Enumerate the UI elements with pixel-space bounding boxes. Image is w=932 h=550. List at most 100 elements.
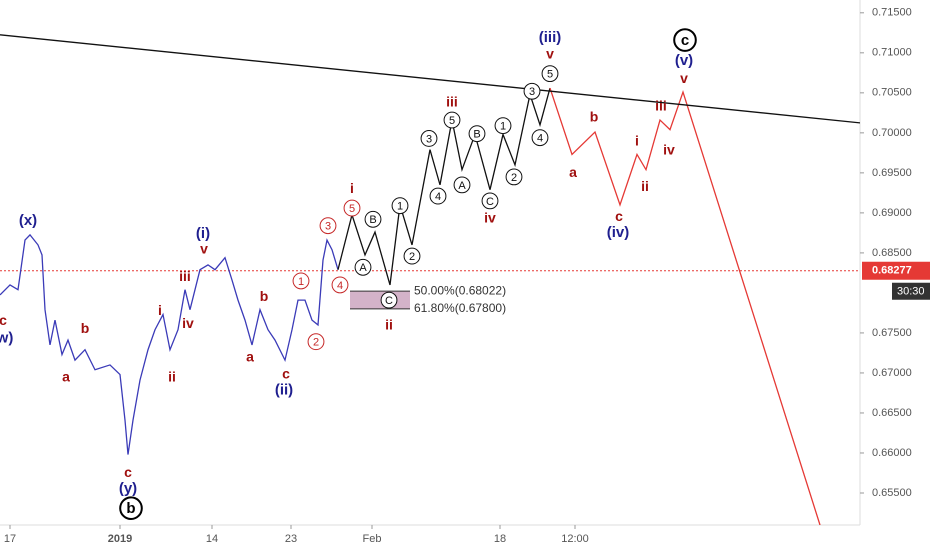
wave-label: (y) — [119, 480, 137, 497]
wave-circle — [364, 210, 382, 228]
wave-label: (iii) — [539, 29, 562, 46]
wave-label: i — [158, 302, 162, 318]
wave-label: (v) — [675, 52, 693, 69]
y-tick-label: 0.65500 — [872, 487, 912, 499]
y-tick-label: 0.66500 — [872, 407, 912, 419]
price-line — [0, 233, 339, 455]
wave-label: 2 — [313, 337, 319, 349]
wave-circle — [523, 82, 541, 100]
wave-circle — [380, 291, 398, 309]
wave-circle — [481, 192, 499, 210]
wave-label: v — [546, 45, 554, 61]
y-tick-label: 0.68500 — [872, 247, 912, 259]
wave-circle — [391, 197, 409, 215]
wave-label: iv — [484, 209, 496, 225]
wave-label: 4 — [435, 191, 441, 203]
current-price-label: 0.68277 — [872, 265, 912, 277]
wave-label: (iv) — [607, 224, 630, 241]
wave-circle — [354, 258, 372, 276]
wave-label: 4 — [337, 280, 343, 292]
y-tick-label: 0.69000 — [872, 207, 912, 219]
wave-label: i — [635, 133, 639, 149]
wave-label: ii — [385, 317, 393, 333]
price-line — [0, 34, 860, 124]
countdown-label: 30:30 — [897, 286, 925, 298]
wave-circle — [453, 176, 471, 194]
y-tick-label: 0.69500 — [872, 167, 912, 179]
fib-zone — [350, 291, 410, 309]
current-price-box — [862, 261, 930, 280]
plot-area: 50.00%(0.68022) 61.80%(0.67800) (x) w) (y) (i… — [0, 28, 860, 525]
wave-label: (x) — [19, 212, 37, 229]
wave-circle — [443, 111, 461, 129]
x-tick-label: Feb — [363, 533, 382, 545]
wave-circle — [494, 117, 512, 135]
wave-label: c — [124, 464, 132, 480]
y-tick-label: 0.70000 — [872, 127, 912, 139]
wave-label: c — [282, 365, 290, 381]
wave-circle — [468, 125, 486, 143]
wave-label: a — [569, 164, 577, 180]
y-tick-label: 0.71500 — [872, 7, 912, 19]
wave-label: i — [350, 180, 354, 196]
wave-label: A — [359, 262, 367, 274]
y-tick-label: 0.67500 — [872, 327, 912, 339]
wave-label: b — [260, 288, 269, 304]
y-tick-label: 0.67000 — [872, 367, 912, 379]
wave-label: iv — [663, 141, 675, 157]
wave-label: 2 — [511, 172, 517, 184]
x-tick-label: 18 — [494, 533, 506, 545]
wave-circle — [343, 199, 361, 217]
wave-circle — [331, 276, 349, 294]
x-tick-label: 12:00 — [561, 533, 589, 545]
x-tick-label: 14 — [206, 533, 218, 545]
wave-label: C — [486, 196, 494, 208]
wave-label: 4 — [537, 133, 543, 145]
wave-label: iv — [182, 315, 194, 331]
wave-circle — [403, 247, 421, 265]
wave-label: iii — [655, 97, 667, 113]
wave-label: 1 — [397, 201, 403, 213]
wave-circle — [531, 129, 549, 147]
y-tick-label: 0.66000 — [872, 447, 912, 459]
wave-circle — [292, 272, 310, 290]
wave-label: B — [369, 214, 376, 226]
wave-label: a — [62, 369, 70, 385]
x-tick-label: 17 — [4, 533, 16, 545]
wave-label: iii — [179, 268, 191, 284]
wave-circle — [307, 333, 325, 351]
wave-label: c — [0, 312, 7, 328]
wave-label: B — [473, 129, 480, 141]
wave-label: (i) — [196, 225, 210, 242]
x-tick-label: 2019 — [108, 533, 132, 545]
wave-label: (ii) — [275, 382, 293, 399]
wave-label: 3 — [529, 86, 535, 98]
wave-label: c — [681, 32, 689, 49]
wave-circle — [420, 130, 438, 147]
wave-label: b — [126, 500, 135, 517]
price-line — [337, 87, 551, 286]
wave-label: A — [458, 180, 466, 192]
y-tick-label: 0.71000 — [872, 47, 912, 59]
wave-label: 5 — [349, 203, 355, 215]
price-line — [549, 87, 821, 525]
wave-label: 5 — [547, 69, 553, 81]
wave-label: b — [81, 320, 90, 336]
wave-circle — [319, 217, 337, 235]
wave-label: 3 — [325, 221, 331, 233]
wave-label: ii — [641, 178, 649, 194]
fib-label: 50.00%(0.68022) — [414, 283, 506, 297]
wave-circle — [119, 496, 143, 520]
wave-circle — [541, 65, 559, 83]
wave-label: 5 — [449, 115, 455, 127]
x-tick-label: 23 — [285, 533, 297, 545]
wave-label: 1 — [298, 276, 304, 288]
wave-label: 3 — [426, 133, 432, 145]
wave-label: v — [680, 70, 688, 86]
wave-label: C — [385, 295, 393, 307]
wave-label: ii — [168, 369, 176, 385]
countdown-box — [892, 282, 930, 300]
wave-label: a — [246, 349, 254, 365]
